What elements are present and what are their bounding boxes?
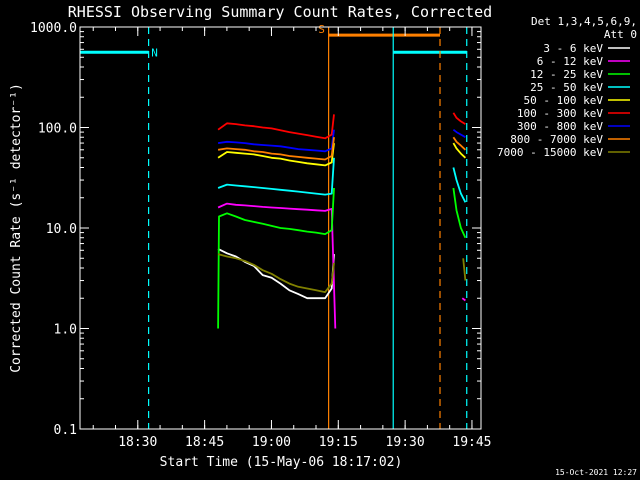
x-axis-label: Start Time (15-May-06 18:17:02) [160,455,403,470]
annotation-label-0: N [151,46,158,59]
series-line-1-0 [217,202,337,329]
series-line-3-0 [217,157,335,196]
series-line-4-1 [452,142,467,159]
x-tick-label-2: 19:00 [252,435,291,450]
series-line-5-0 [217,114,335,140]
legend-label-8: 7000 - 15000 keV [497,146,603,159]
series-line-6-0 [217,129,335,153]
legend-label-7: 800 - 7000 keV [510,133,603,146]
legend-label-6: 300 - 800 keV [517,120,603,133]
series-line-7-1 [452,136,467,151]
series-line-3-1 [452,167,467,203]
series-line-2-0 [217,187,335,329]
legend-label-4: 50 - 100 keV [524,94,604,107]
annotation-layer: NS [80,23,468,429]
legend-header-0: Det 1,3,4,5,6,9, [531,15,637,28]
series-line-8-1 [462,258,467,281]
series-line-8-0 [217,253,335,294]
x-axis-ticks: 18:30 18:45 19:00 19:15 19:30 19:45 [92,27,492,450]
y-tick-label-4: 0.1 [54,423,77,438]
chart-title: RHESSI Observing Summary Count Rates, Co… [68,3,492,21]
y-tick-label-0: 1000.0 [30,21,77,36]
series-line-7-0 [217,137,335,161]
y-tick-label-1: 100.0 [38,122,77,137]
legend-label-3: 25 - 50 keV [530,81,603,94]
y-axis-ticks: 1000.0 100.0 10.0 1.0 0.1 [30,21,481,438]
series-line-2-1 [452,187,467,239]
y-tick-label-3: 1.0 [54,323,77,338]
legend-label-2: 12 - 25 keV [530,68,603,81]
legend-header-1: Att 0 [604,28,637,41]
legend-label-1: 6 - 12 keV [537,55,604,68]
annotation-label-2: S [318,23,325,36]
y-axis-label: Corrected Count Rate (s⁻¹ detector⁻¹) [9,83,24,373]
timestamp: 15-Oct-2021 12:27 [555,468,637,477]
x-tick-label-0: 18:30 [118,435,157,450]
x-tick-label-3: 19:15 [319,435,358,450]
series-layer [217,112,467,329]
series-line-4-0 [217,142,335,167]
x-tick-label-5: 19:45 [452,435,491,450]
y-tick-label-2: 10.0 [46,222,77,237]
x-tick-label-4: 19:30 [386,435,425,450]
series-line-6-1 [452,128,466,138]
legend-label-0: 3 - 6 keV [543,42,603,55]
series-line-1-1 [461,297,466,302]
legend-label-5: 100 - 300 keV [517,107,603,120]
series-line-5-1 [452,112,466,125]
x-tick-label-1: 18:45 [185,435,224,450]
